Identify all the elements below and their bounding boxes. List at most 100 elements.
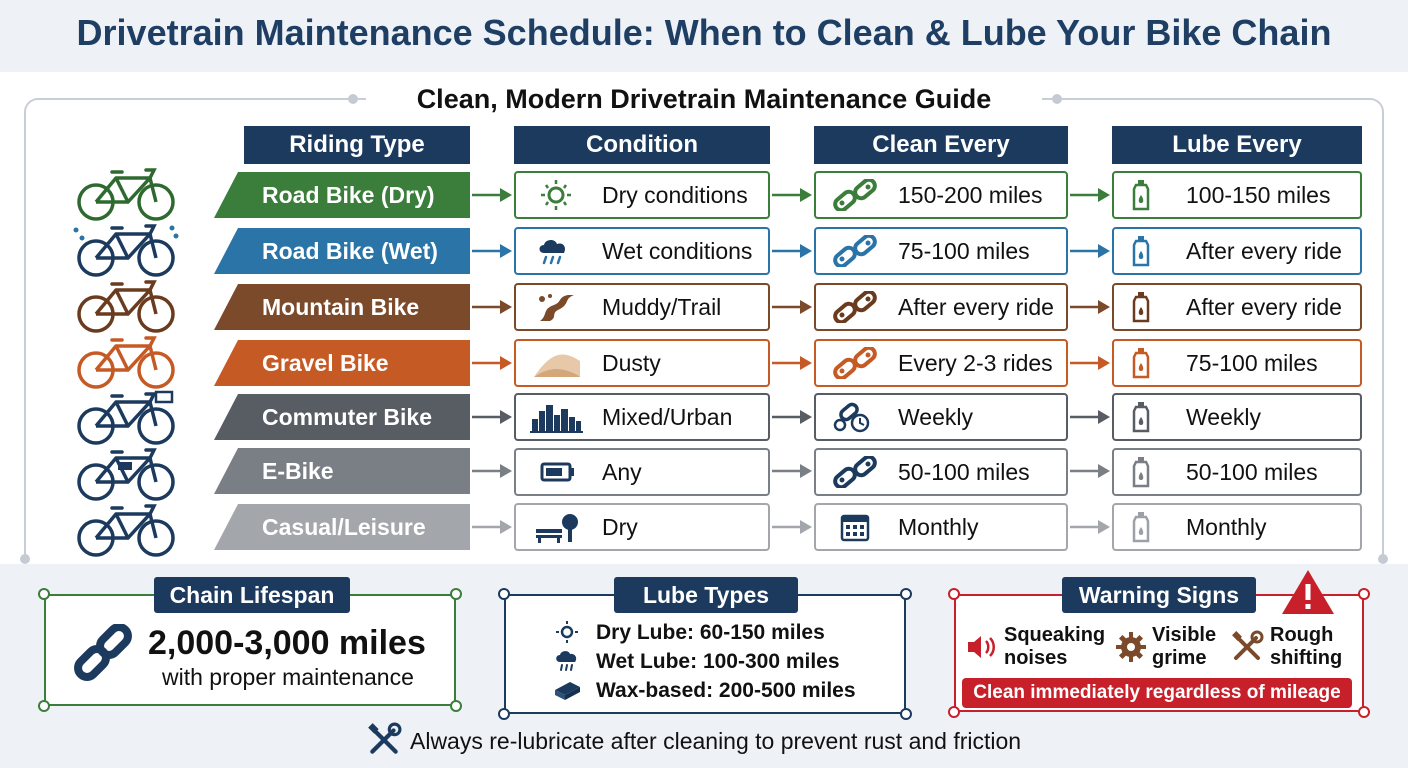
clean-interval: Monthly [898,514,979,540]
e-bike-icon [72,446,180,502]
chain-clock-icon [833,402,870,433]
arrow-icon [472,355,512,371]
box-knob [38,588,50,600]
arrow-icon [772,355,812,371]
calendar-icon [840,514,870,542]
condition-text: Wet conditions [602,238,753,264]
arrow-icon [472,409,512,425]
lube-interval: 100-150 miles [1186,182,1331,208]
arrow-icon [1070,519,1110,535]
riding-type-road-wet: Road Bike (Wet) [214,228,470,274]
warning-grime: Visible grime [1152,624,1216,670]
box-knob [498,708,510,720]
arrow-icon [772,519,812,535]
lube-cell: Weekly [1112,393,1362,441]
chain-lifespan-value: 2,000-3,000 miles [148,624,426,662]
chain-link-icon [828,179,884,211]
condition-text: Dry [602,514,638,540]
arrow-icon [772,463,812,479]
chain-lifespan-tag: Chain Lifespan [154,577,350,613]
clean-cell: 75-100 miles [814,227,1068,275]
lube-cell: After every ride [1112,283,1362,331]
mountain-bike-icon [72,278,180,334]
gravel-bike-icon [72,334,180,390]
box-knob [450,588,462,600]
lube-interval: Monthly [1186,514,1267,540]
condition-text: Dusty [602,350,661,376]
arrow-icon [472,299,512,315]
lube-bottle-icon [1126,401,1156,433]
lube-bottle-icon [1126,235,1156,267]
park-icon [536,514,578,543]
clean-interval: After every ride [898,294,1054,320]
condition-cell: Dry [514,503,770,551]
column-header-condition: Condition [514,126,770,164]
condition-text: Muddy/Trail [602,294,722,320]
warning-line: Squeaking [1004,624,1106,646]
tools-icon [368,722,402,754]
lube-interval: After every ride [1186,294,1342,320]
arrow-icon [1070,463,1110,479]
box-knob [38,700,50,712]
chain-lifespan-note: with proper maintenance [162,664,414,690]
lube-bottle-icon [1126,456,1156,488]
frame-dot [1378,554,1388,564]
lube-bottle-icon [1126,291,1156,323]
lube-cell: 50-100 miles [1112,448,1362,496]
dust-icon [534,354,580,377]
chain-link-icon [828,456,884,488]
sun-icon [556,621,578,643]
box-knob [948,588,960,600]
warning-line: Visible [1152,624,1217,646]
box-knob [450,700,462,712]
warning-line: noises [1004,647,1068,669]
frame-dot [348,94,358,104]
arrow-icon [472,519,512,535]
riding-type-gravel: Gravel Bike [214,340,470,386]
muddy-chain-icon [828,291,884,323]
box-knob [948,706,960,718]
lube-cell: Monthly [1112,503,1362,551]
warning-line: shifting [1270,647,1343,669]
road-bike-icon [72,166,180,222]
lube-cell: After every ride [1112,227,1362,275]
warning-line: grime [1152,647,1207,669]
box-knob [900,588,912,600]
column-header-riding-type: Riding Type [244,126,470,164]
condition-text: Mixed/Urban [602,404,733,430]
clean-cell: 150-200 miles [814,171,1068,219]
mud-trail-icon [539,294,574,321]
lube-type-wet: Wet Lube: 100-300 miles [596,650,840,673]
arrow-icon [472,243,512,259]
page-title: Drivetrain Maintenance Schedule: When to… [76,12,1332,53]
guide-subtitle: Clean, Modern Drivetrain Maintenance Gui… [366,84,1042,116]
city-icon [530,405,583,433]
box-knob [498,588,510,600]
lube-interval: 75-100 miles [1186,350,1318,376]
warning-squeaking: Squeaking noises [1004,624,1105,670]
riding-type-casual: Casual/Leisure [214,504,470,550]
condition-cell: Muddy/Trail [514,283,770,331]
dusty-chain-icon [828,347,884,379]
condition-cell: Wet conditions [514,227,770,275]
riding-type-commuter: Commuter Bike [214,394,470,440]
condition-cell: Any [514,448,770,496]
clean-cell: Weekly [814,393,1068,441]
arrow-icon [772,243,812,259]
title-band [0,0,1408,72]
riding-type-road-dry: Road Bike (Dry) [214,172,470,218]
cruiser-bike-icon [72,502,180,558]
warning-signs-tag: Warning Signs [1062,577,1256,613]
sun-icon [541,180,571,210]
column-header-clean-every: Clean Every [814,126,1068,164]
lube-cell: 75-100 miles [1112,339,1362,387]
road-bike-rain-icon [73,222,179,278]
riding-type-ebike: E-Bike [214,448,470,494]
condition-cell: Dusty [514,339,770,387]
arrow-icon [1070,299,1110,315]
arrow-icon [1070,409,1110,425]
condition-cell: Mixed/Urban [514,393,770,441]
lube-interval: Weekly [1186,404,1261,430]
lube-bottle-icon [1126,179,1156,211]
riding-type-mountain: Mountain Bike [214,284,470,330]
